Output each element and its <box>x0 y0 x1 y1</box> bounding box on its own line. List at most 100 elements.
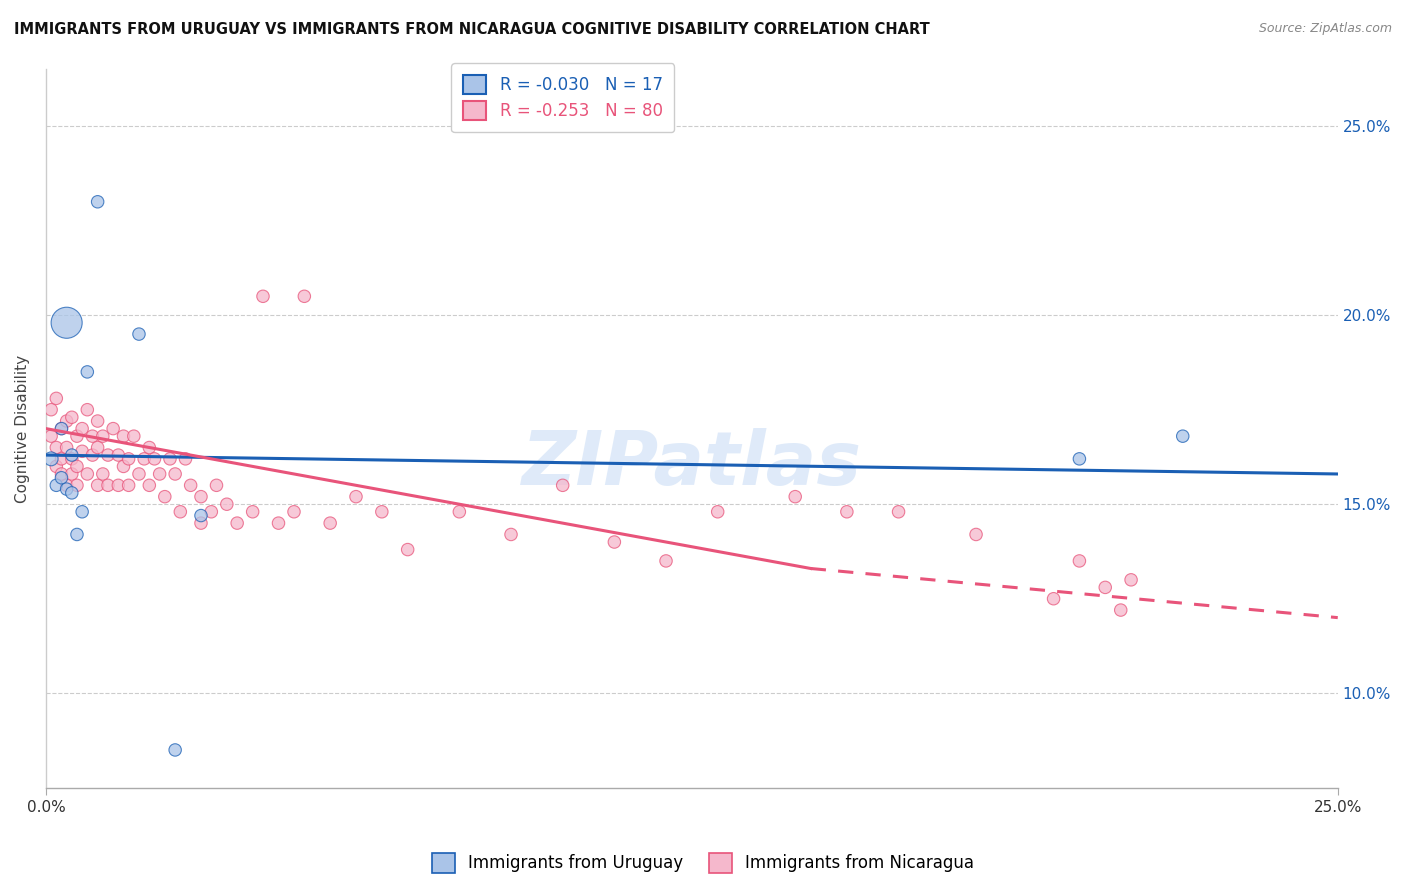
Point <box>499 527 522 541</box>
Point <box>1171 429 1194 443</box>
Point <box>226 516 249 530</box>
Point <box>134 451 156 466</box>
Point <box>55 441 77 455</box>
Point <box>97 448 120 462</box>
Point <box>107 448 129 462</box>
Point <box>1069 451 1091 466</box>
Point <box>86 194 108 209</box>
Point <box>1094 581 1116 595</box>
Point <box>122 429 145 443</box>
Point <box>97 478 120 492</box>
Point <box>887 505 910 519</box>
Point <box>51 422 73 436</box>
Point <box>91 429 114 443</box>
Point <box>396 542 419 557</box>
Point <box>165 743 187 757</box>
Point <box>165 467 187 481</box>
Point <box>76 467 98 481</box>
Point <box>60 467 83 481</box>
Point <box>292 289 315 303</box>
Point <box>82 429 104 443</box>
Point <box>66 429 89 443</box>
Point <box>66 478 89 492</box>
Point <box>51 422 73 436</box>
Point <box>86 441 108 455</box>
Point <box>1119 573 1142 587</box>
Point <box>551 478 574 492</box>
Point <box>190 508 212 523</box>
Point <box>51 467 73 481</box>
Point <box>55 414 77 428</box>
Point <box>785 490 807 504</box>
Point <box>319 516 342 530</box>
Point <box>70 505 93 519</box>
Point <box>1042 591 1064 606</box>
Point <box>965 527 987 541</box>
Point <box>60 451 83 466</box>
Point <box>112 429 135 443</box>
Point <box>128 327 150 342</box>
Point <box>153 490 176 504</box>
Point <box>112 459 135 474</box>
Legend: Immigrants from Uruguay, Immigrants from Nicaragua: Immigrants from Uruguay, Immigrants from… <box>425 847 981 880</box>
Point <box>107 478 129 492</box>
Point <box>45 459 67 474</box>
Point <box>45 441 67 455</box>
Point <box>252 289 274 303</box>
Point <box>603 535 626 549</box>
Point <box>86 414 108 428</box>
Point <box>60 410 83 425</box>
Point <box>283 505 305 519</box>
Point <box>215 497 238 511</box>
Point <box>39 429 62 443</box>
Point <box>45 478 67 492</box>
Point <box>51 471 73 485</box>
Y-axis label: Cognitive Disability: Cognitive Disability <box>15 354 30 503</box>
Point <box>60 486 83 500</box>
Point <box>138 478 160 492</box>
Point <box>51 451 73 466</box>
Point <box>76 365 98 379</box>
Text: ZIPatlas: ZIPatlas <box>522 428 862 501</box>
Text: Source: ZipAtlas.com: Source: ZipAtlas.com <box>1258 22 1392 36</box>
Point <box>242 505 264 519</box>
Point <box>66 527 89 541</box>
Point <box>117 478 139 492</box>
Point <box>1069 554 1091 568</box>
Point <box>55 478 77 492</box>
Point <box>190 516 212 530</box>
Point <box>143 451 166 466</box>
Point <box>66 459 89 474</box>
Point <box>706 505 728 519</box>
Point <box>60 448 83 462</box>
Point <box>138 441 160 455</box>
Point <box>835 505 858 519</box>
Point <box>45 392 67 406</box>
Point <box>169 505 191 519</box>
Point <box>55 482 77 496</box>
Point <box>371 505 394 519</box>
Point <box>101 422 124 436</box>
Point <box>655 554 678 568</box>
Point <box>159 451 181 466</box>
Point <box>200 505 222 519</box>
Point <box>190 490 212 504</box>
Point <box>205 478 228 492</box>
Point <box>39 451 62 466</box>
Point <box>180 478 202 492</box>
Point <box>76 402 98 417</box>
Point <box>449 505 471 519</box>
Point <box>55 316 77 330</box>
Point <box>174 451 197 466</box>
Text: IMMIGRANTS FROM URUGUAY VS IMMIGRANTS FROM NICARAGUA COGNITIVE DISABILITY CORREL: IMMIGRANTS FROM URUGUAY VS IMMIGRANTS FR… <box>14 22 929 37</box>
Point <box>267 516 290 530</box>
Point <box>70 444 93 458</box>
Legend: R = -0.030   N = 17, R = -0.253   N = 80: R = -0.030 N = 17, R = -0.253 N = 80 <box>451 63 675 132</box>
Point <box>344 490 367 504</box>
Point <box>82 448 104 462</box>
Point <box>117 451 139 466</box>
Point <box>91 467 114 481</box>
Point <box>86 478 108 492</box>
Point <box>149 467 172 481</box>
Point <box>1109 603 1132 617</box>
